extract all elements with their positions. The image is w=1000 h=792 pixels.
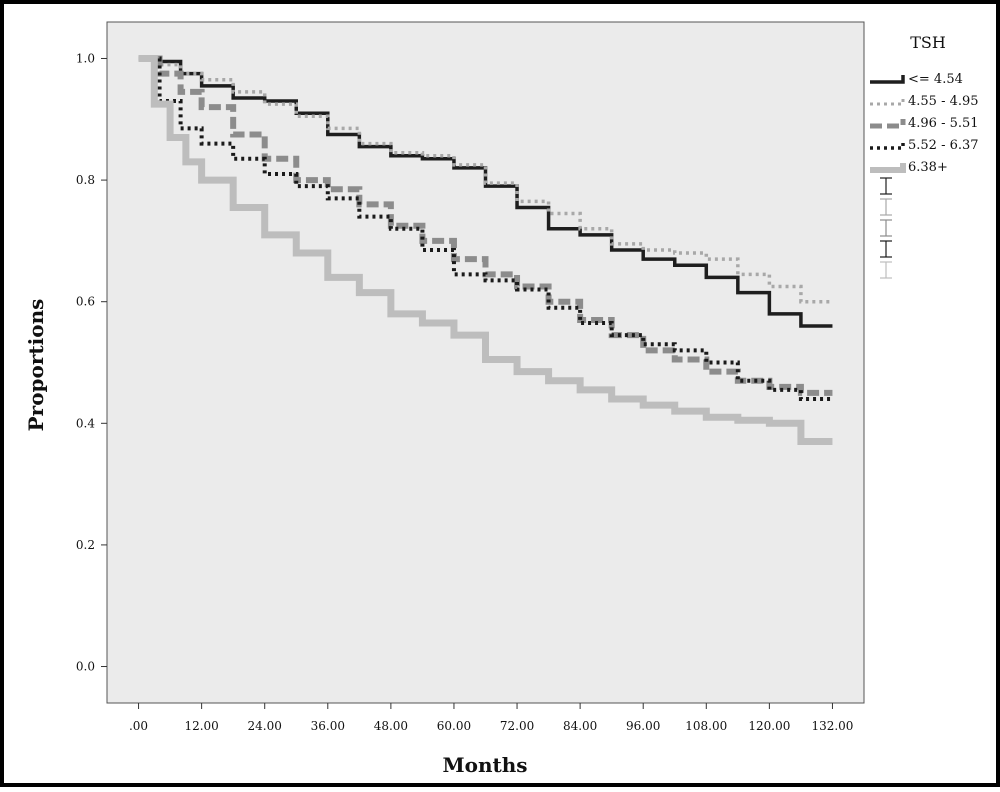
censor-mark-3 [880, 219, 892, 237]
legend-swatch [870, 141, 905, 150]
legend-swatch [870, 97, 905, 106]
legend-item-2[interactable]: 4.55 - 4.95 [870, 94, 979, 109]
legend-item-4[interactable]: 5.52 - 6.37 [870, 138, 979, 153]
legend-item-3[interactable]: 4.96 - 5.51 [870, 116, 979, 131]
y-axis-title: Proportions [24, 299, 48, 432]
x-tick-label: 24.00 [248, 719, 282, 733]
series-line-3 [138, 55, 833, 396]
series-line-4 [138, 56, 833, 401]
legend-swatch [870, 119, 906, 129]
y-axis: 0.0 0.2 0.4 0.6 0.8 1.0 [76, 51, 107, 674]
legend-item-5[interactable]: 6.38+ [870, 160, 948, 175]
x-axis: .00 12.00 24.00 36.00 48.00 60.00 72.00 84.00 96… [129, 703, 853, 733]
x-tick-label: 132.00 [811, 719, 853, 733]
y-tick-label: 1.0 [76, 51, 95, 65]
x-tick-label: 36.00 [311, 719, 345, 733]
legend-swatch [870, 75, 905, 84]
y-tick-label: 0.8 [76, 173, 95, 187]
x-tick-label: 108.00 [685, 719, 727, 733]
x-tick-label: .00 [129, 719, 148, 733]
legend[interactable]: TSH <= 4.54 4.55 - 4.95 4.96 - 5.51 5.52 - … [870, 33, 979, 279]
legend-label: 4.96 - 5.51 [908, 116, 979, 131]
legend-swatch [870, 163, 906, 173]
censor-mark-2 [880, 198, 892, 216]
series-line-2 [138, 56, 833, 304]
x-tick-label: 84.00 [563, 719, 597, 733]
censor-mark-4 [880, 240, 892, 258]
y-tick-label: 0.4 [76, 416, 95, 430]
y-tick-label: 0.0 [76, 660, 95, 674]
legend-item-1[interactable]: <= 4.54 [870, 72, 963, 87]
x-tick-label: 120.00 [748, 719, 790, 733]
y-tick-label: 0.6 [76, 295, 95, 309]
x-tick-label: 96.00 [626, 719, 660, 733]
censor-mark-5 [880, 261, 892, 279]
legend-label: 5.52 - 6.37 [908, 138, 979, 153]
series-line-5 [138, 54, 833, 446]
x-axis-title: Months [442, 753, 527, 777]
x-tick-label: 60.00 [437, 719, 471, 733]
x-tick-label: 72.00 [500, 719, 534, 733]
censor-mark-1 [880, 177, 892, 195]
legend-label: 4.55 - 4.95 [908, 94, 979, 109]
legend-title: TSH [910, 33, 946, 52]
x-tick-label: 12.00 [184, 719, 218, 733]
legend-label: 6.38+ [908, 160, 948, 175]
x-tick-label: 48.00 [374, 719, 408, 733]
legend-label: <= 4.54 [908, 72, 963, 87]
legend-censor-marks [880, 177, 892, 279]
y-tick-label: 0.2 [76, 538, 95, 552]
series-group [138, 54, 833, 446]
